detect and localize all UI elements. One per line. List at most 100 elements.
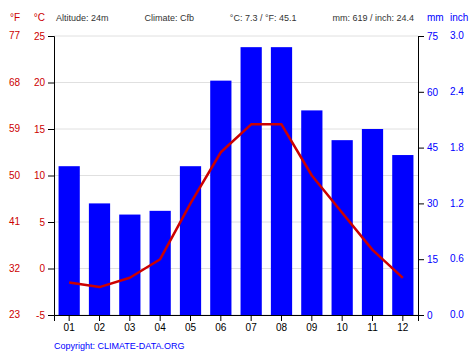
tick-mark [48, 176, 54, 177]
tick-mark [220, 315, 221, 321]
y-axis: -5 0 5 10 15 20 25 [34, 31, 55, 321]
tick: 06 [215, 315, 227, 333]
tick-label: 0.6 [450, 253, 464, 264]
bar [362, 129, 383, 315]
annotation: mm: 619 / inch: 24.4 [332, 13, 414, 23]
tick-label: 15 [427, 254, 439, 265]
axis-title: °F [10, 12, 20, 23]
annotation: Altitude: 24m [56, 13, 109, 23]
tick-label: 77 [9, 30, 21, 41]
tick-mark [48, 269, 54, 270]
tick-label: 1.2 [450, 198, 464, 209]
tick: 15 [34, 124, 54, 135]
tick-mark [418, 92, 424, 93]
bar [119, 215, 140, 315]
tick-label: 10 [34, 170, 46, 181]
tick-label: 05 [185, 322, 197, 333]
marks [59, 47, 414, 315]
tick-label: 15 [34, 124, 46, 135]
chart: 010203040506070809101112-505101520250153… [0, 0, 474, 355]
bar [271, 47, 292, 315]
line [69, 124, 403, 287]
grid-line [54, 36, 418, 37]
tick: 15 [418, 254, 439, 265]
tick: 0 [39, 263, 54, 274]
tick: 10 [34, 170, 54, 181]
tick: 07 [246, 315, 258, 333]
tick-label: 20 [34, 77, 46, 88]
tick-label: 25 [34, 31, 46, 42]
tick-mark [418, 315, 424, 316]
tick: 03 [124, 315, 136, 333]
tick: 12 [397, 315, 409, 333]
bar [210, 81, 231, 315]
axis-title: °C [34, 12, 45, 23]
tick: 25 [34, 31, 54, 42]
tick-label: 75 [427, 31, 439, 42]
tick: 45 [418, 142, 439, 153]
tick-label: 01 [64, 322, 76, 333]
tick-mark [342, 315, 343, 321]
y2-axis: 0 15 30 45 60 75 [418, 31, 439, 321]
tick-mark [129, 315, 130, 321]
inch-labels: 0.00.61.21.82.43.0 [450, 30, 464, 320]
tick-label: 12 [397, 322, 409, 333]
tick-label: 59 [9, 123, 21, 134]
tick-label: 09 [306, 322, 318, 333]
tick-label: 30 [427, 198, 439, 209]
bar [89, 203, 110, 315]
tick-label: 10 [337, 322, 349, 333]
annotation: °C: 7.3 / °F: 45.1 [230, 13, 297, 23]
tick-mark [281, 315, 282, 321]
tick-label: 06 [215, 322, 227, 333]
tick: 0 [418, 310, 433, 321]
grid-line [54, 82, 418, 83]
tick-label: 23 [9, 309, 21, 320]
tick-label: 11 [367, 322, 378, 333]
bar [332, 140, 353, 315]
tick-label: 02 [94, 322, 106, 333]
tick-mark [48, 222, 54, 223]
tick-label: 60 [427, 87, 439, 98]
tick-mark [99, 315, 100, 321]
tick: 20 [34, 77, 54, 88]
tick-label: -5 [36, 310, 45, 321]
f-labels: 23 32 41 50 59 68 77 [9, 30, 21, 320]
tick-label: 07 [246, 322, 258, 333]
tick: 11 [367, 315, 378, 333]
tick-label: 50 [9, 170, 21, 181]
annotation: Climate: Cfb [144, 13, 194, 23]
bar [392, 155, 413, 315]
tick: 30 [418, 198, 439, 209]
tick-mark [311, 315, 312, 321]
tick-label: 68 [9, 77, 21, 88]
tick-mark [418, 148, 424, 149]
caption: Copyright: CLIMATE-DATA.ORG [54, 341, 185, 351]
axis-line [55, 316, 419, 322]
tick-mark [48, 315, 54, 316]
tick-label: 3.0 [450, 30, 464, 41]
tick-label: 41 [9, 216, 21, 227]
bar [241, 47, 262, 315]
tick-label: 5 [39, 217, 45, 228]
tick-label: 03 [124, 322, 136, 333]
x-axis: 010203040506070809101112 [55, 315, 419, 333]
tick-label: 08 [276, 322, 288, 333]
tick: 75 [418, 31, 439, 42]
grid [54, 36, 418, 315]
tick: 02 [94, 315, 106, 333]
tick-mark [190, 315, 191, 321]
tick-mark [372, 315, 373, 321]
tick-mark [418, 36, 424, 37]
tick-mark [160, 315, 161, 321]
tick: 01 [64, 315, 76, 333]
tick-label: 32 [9, 263, 21, 274]
tick-mark [402, 315, 403, 321]
tick: 09 [306, 315, 318, 333]
tick-label: 0 [39, 263, 45, 274]
tick-label: 1.8 [450, 142, 464, 153]
axis-line [419, 37, 425, 316]
tick-mark [48, 129, 54, 130]
axis-title: inch [450, 12, 468, 23]
header: °F°CmminchAltitude: 24mClimate: Cfb°C: 7… [10, 12, 468, 23]
